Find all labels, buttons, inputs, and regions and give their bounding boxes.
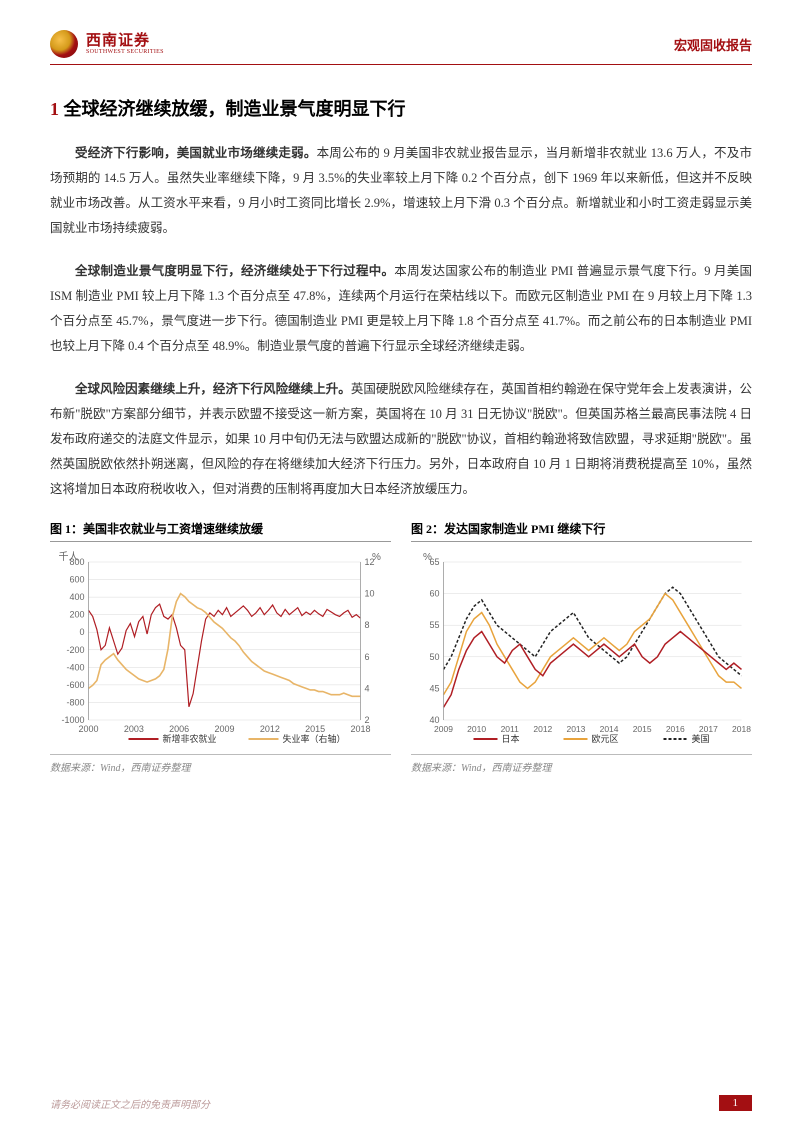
svg-text:200: 200 bbox=[69, 610, 84, 620]
doc-type: 宏观固收报告 bbox=[674, 35, 752, 54]
svg-text:45: 45 bbox=[429, 683, 439, 693]
paragraph-2: 全球制造业景气度明显下行，经济继续处于下行过程中。本周发达国家公布的制造业 PM… bbox=[50, 259, 752, 359]
svg-text:千人: 千人 bbox=[59, 551, 79, 563]
svg-text:2015: 2015 bbox=[633, 724, 652, 734]
svg-text:2011: 2011 bbox=[501, 724, 520, 734]
logo-name-en: SOUTHWEST SECURITIES bbox=[86, 49, 164, 55]
svg-text:0: 0 bbox=[79, 627, 84, 637]
footer-disclaimer: 请务必阅读正文之后的免责声明部分 bbox=[50, 1096, 210, 1111]
p1-lead: 受经济下行影响，美国就业市场继续走弱。 bbox=[75, 146, 317, 160]
svg-text:失业率（右轴）: 失业率（右轴） bbox=[283, 733, 346, 744]
svg-text:2000: 2000 bbox=[78, 724, 98, 734]
svg-text:新增非农就业: 新增非农就业 bbox=[163, 733, 217, 744]
svg-text:2018: 2018 bbox=[350, 724, 370, 734]
page-number: 1 bbox=[719, 1095, 753, 1111]
svg-text:日本: 日本 bbox=[502, 733, 520, 744]
svg-text:2014: 2014 bbox=[600, 724, 619, 734]
chart2-title: 图 2：发达国家制造业 PMI 继续下行 bbox=[411, 520, 752, 537]
svg-text:2015: 2015 bbox=[305, 724, 325, 734]
svg-text:6: 6 bbox=[365, 652, 370, 662]
svg-text:美国: 美国 bbox=[692, 733, 710, 744]
p3-body: 英国硬脱欧风险继续存在，英国首相约翰逊在保守党年会上发表演讲，公布新"脱欧"方案… bbox=[50, 382, 752, 496]
svg-text:55: 55 bbox=[429, 620, 439, 630]
chart1-source: 数据来源：Wind，西南证券整理 bbox=[50, 754, 391, 774]
svg-text:2017: 2017 bbox=[699, 724, 718, 734]
svg-text:2012: 2012 bbox=[260, 724, 280, 734]
svg-text:8: 8 bbox=[365, 620, 370, 630]
svg-text:欧元区: 欧元区 bbox=[592, 733, 619, 744]
p2-lead: 全球制造业景气度明显下行，经济继续处于下行过程中。 bbox=[75, 264, 394, 278]
svg-text:2018: 2018 bbox=[732, 724, 751, 734]
svg-text:600: 600 bbox=[69, 575, 84, 585]
chart2: 6560555045402009201020112012201320142015… bbox=[411, 548, 752, 748]
svg-text:-600: -600 bbox=[66, 680, 84, 690]
svg-text:%: % bbox=[423, 552, 432, 563]
svg-text:-800: -800 bbox=[66, 697, 84, 707]
svg-text:-200: -200 bbox=[66, 645, 84, 655]
svg-text:2013: 2013 bbox=[566, 724, 585, 734]
svg-text:-400: -400 bbox=[66, 662, 84, 672]
section-heading: 1 全球经济继续放缓，制造业景气度明显下行 bbox=[50, 95, 752, 121]
svg-text:2003: 2003 bbox=[124, 724, 144, 734]
svg-text:400: 400 bbox=[69, 592, 84, 602]
svg-text:50: 50 bbox=[429, 652, 439, 662]
paragraph-1: 受经济下行影响，美国就业市场继续走弱。本周公布的 9 月美国非农就业报告显示，当… bbox=[50, 141, 752, 241]
p3-lead: 全球风险因素继续上升，经济下行风险继续上升。 bbox=[75, 382, 351, 396]
logo-name-cn: 西南证券 bbox=[86, 34, 164, 49]
svg-text:60: 60 bbox=[429, 589, 439, 599]
svg-text:2010: 2010 bbox=[467, 724, 486, 734]
svg-text:10: 10 bbox=[365, 589, 375, 599]
svg-text:2009: 2009 bbox=[434, 724, 453, 734]
logo-icon bbox=[50, 30, 78, 58]
chart1-title: 图 1：美国非农就业与工资增速继续放缓 bbox=[50, 520, 391, 537]
chart2-source: 数据来源：Wind，西南证券整理 bbox=[411, 754, 752, 774]
svg-text:%: % bbox=[372, 552, 381, 563]
svg-text:2016: 2016 bbox=[666, 724, 685, 734]
section-title-text: 全球经济继续放缓，制造业景气度明显下行 bbox=[64, 99, 406, 119]
svg-text:2006: 2006 bbox=[169, 724, 189, 734]
section-number: 1 bbox=[50, 99, 59, 119]
logo: 西南证券 SOUTHWEST SECURITIES bbox=[50, 30, 164, 58]
svg-text:4: 4 bbox=[365, 683, 370, 693]
paragraph-3: 全球风险因素继续上升，经济下行风险继续上升。英国硬脱欧风险继续存在，英国首相约翰… bbox=[50, 377, 752, 502]
chart1: 8006004002000-200-400-600-800-1000121086… bbox=[50, 548, 391, 748]
svg-text:2012: 2012 bbox=[533, 724, 552, 734]
svg-text:2009: 2009 bbox=[214, 724, 234, 734]
